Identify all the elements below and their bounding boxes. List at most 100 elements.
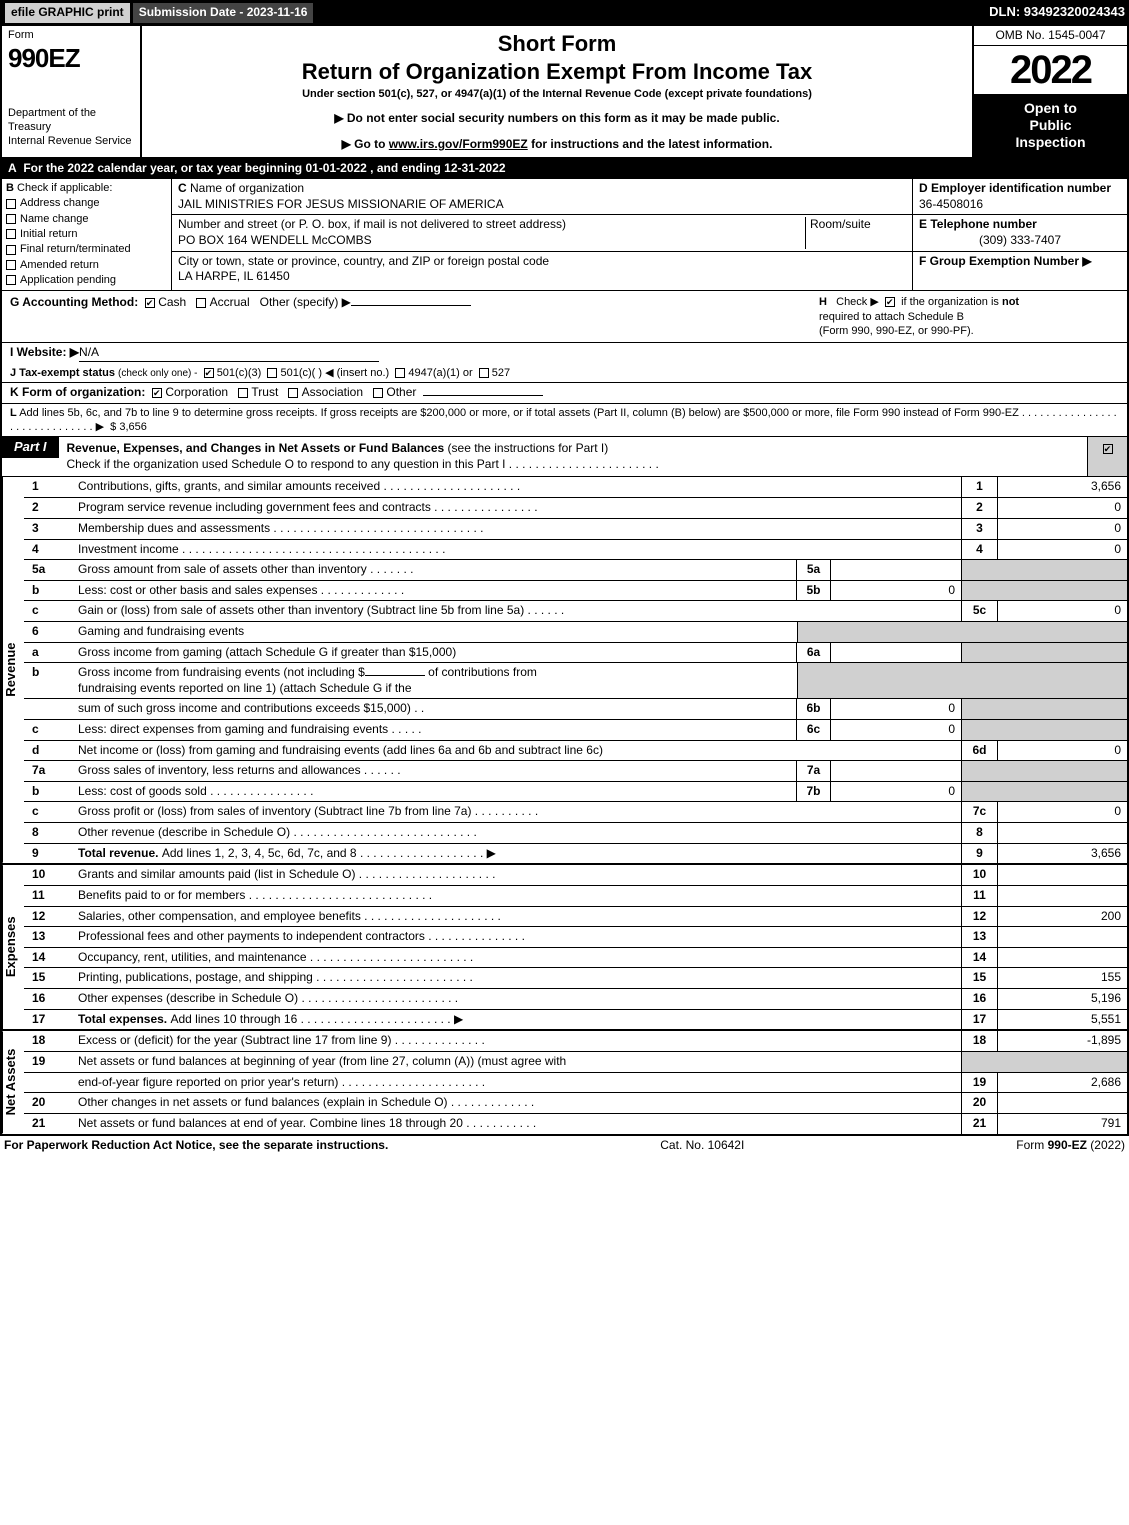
row-a-calendar-year: A For the 2022 calendar year, or tax yea… xyxy=(0,159,1129,180)
website-value: N/A xyxy=(79,345,379,362)
line-12-value: 200 xyxy=(997,907,1127,927)
part1-badge: Part I xyxy=(2,437,59,458)
checkbox-corporation[interactable] xyxy=(152,388,162,398)
org-name: JAIL MINISTRIES FOR JESUS MISSIONARIE OF… xyxy=(178,197,504,211)
omb-number: OMB No. 1545-0047 xyxy=(974,26,1127,47)
col-d-identifiers: D Employer identification number 36-4508… xyxy=(912,179,1127,290)
irs-link[interactable]: www.irs.gov/Form990EZ xyxy=(389,137,528,151)
return-title: Return of Organization Exempt From Incom… xyxy=(162,58,952,87)
line-6b-contributions-input[interactable] xyxy=(365,675,425,676)
form-number: 990EZ xyxy=(8,42,134,76)
gross-receipts-row: L Add lines 5b, 6c, and 7b to line 9 to … xyxy=(0,404,1129,438)
revenue-sidebar: Revenue xyxy=(2,477,24,863)
col-b-check-applicable: B Check if applicable: Address change Na… xyxy=(2,179,172,290)
line-13-value xyxy=(997,927,1127,947)
line-5a-value xyxy=(831,560,961,580)
top-bar-buttons: efile GRAPHIC print Submission Date - 20… xyxy=(4,2,314,24)
accounting-other-input[interactable] xyxy=(351,305,471,306)
form-of-org-row: K Form of organization: Corporation Trus… xyxy=(0,383,1129,404)
street-row: Number and street (or P. O. box, if mail… xyxy=(172,215,912,251)
line-7c-value: 0 xyxy=(997,802,1127,822)
net-assets-block: Net Assets 18Excess or (deficit) for the… xyxy=(2,1029,1127,1133)
line-9-value: 3,656 xyxy=(997,844,1127,864)
line-14-value xyxy=(997,948,1127,968)
checkbox-name-change[interactable] xyxy=(6,214,16,224)
revenue-block: Revenue 1Contributions, gifts, grants, a… xyxy=(2,477,1127,863)
ein-row: D Employer identification number 36-4508… xyxy=(913,179,1127,215)
checkbox-address-change[interactable] xyxy=(6,199,16,209)
short-form-title: Short Form xyxy=(162,30,952,59)
gross-receipts-amount: $ 3,656 xyxy=(110,421,147,433)
checkbox-501c3[interactable] xyxy=(204,368,214,378)
expenses-sidebar: Expenses xyxy=(2,865,24,1029)
line-5b-value: 0 xyxy=(831,581,961,601)
phone-value: (309) 333-7407 xyxy=(979,233,1061,247)
inspection-badge: Open to Public Inspection xyxy=(974,94,1127,156)
line-6b-value: 0 xyxy=(831,699,961,719)
line-7a-value xyxy=(831,761,961,781)
checkbox-schedule-o-part1[interactable] xyxy=(1103,444,1113,454)
line-3-value: 0 xyxy=(997,519,1127,539)
line-21-value: 791 xyxy=(997,1114,1127,1134)
other-org-input[interactable] xyxy=(423,395,543,396)
checkbox-trust[interactable] xyxy=(238,388,248,398)
checkbox-association[interactable] xyxy=(288,388,298,398)
checkbox-final-return[interactable] xyxy=(6,245,16,255)
g-h-row: G Accounting Method: Cash Accrual Other … xyxy=(0,291,1129,342)
checkbox-cash[interactable] xyxy=(145,298,155,308)
tax-year: 2022 xyxy=(974,46,1127,94)
checkbox-amended-return[interactable] xyxy=(6,260,16,270)
line-19-value: 2,686 xyxy=(997,1073,1127,1093)
dln-label: DLN: 93492320024343 xyxy=(989,4,1125,21)
line-7b-value: 0 xyxy=(831,782,961,802)
checkbox-4947[interactable] xyxy=(395,368,405,378)
expenses-block: Expenses 10Grants and similar amounts pa… xyxy=(2,863,1127,1029)
checkbox-application-pending[interactable] xyxy=(6,275,16,285)
city-state-zip: LA HARPE, IL 61450 xyxy=(178,269,290,283)
group-exemption-row: F Group Exemption Number ▶ xyxy=(913,252,1127,272)
under-section-note: Under section 501(c), 527, or 4947(a)(1)… xyxy=(162,87,952,101)
header-left: Form 990EZ Department of the Treasury In… xyxy=(2,26,142,157)
schedule-b-check: H Check ▶ if the organization is not req… xyxy=(819,295,1119,338)
header-center: Short Form Return of Organization Exempt… xyxy=(142,26,972,157)
no-ssn-note: ▶ Do not enter social security numbers o… xyxy=(162,111,952,127)
checkbox-other-org[interactable] xyxy=(373,388,383,398)
line-4-value: 0 xyxy=(997,540,1127,560)
line-5c-value: 0 xyxy=(997,601,1127,621)
part1-header: Part I Revenue, Expenses, and Changes in… xyxy=(0,437,1129,477)
checkbox-schedule-b-not-required[interactable] xyxy=(885,297,895,307)
submission-date-button[interactable]: Submission Date - 2023-11-16 xyxy=(132,2,315,24)
net-assets-sidebar: Net Assets xyxy=(2,1031,24,1133)
ein-value: 36-4508016 xyxy=(919,197,983,211)
efile-button[interactable]: efile GRAPHIC print xyxy=(4,2,131,24)
accounting-method: G Accounting Method: Cash Accrual Other … xyxy=(10,295,779,338)
website-row: I Website: ▶N/A xyxy=(0,342,1129,364)
line-2-value: 0 xyxy=(997,498,1127,518)
line-15-value: 155 xyxy=(997,968,1127,988)
line-6d-value: 0 xyxy=(997,741,1127,761)
checkbox-501c[interactable] xyxy=(267,368,277,378)
line-20-value xyxy=(997,1093,1127,1113)
line-6a-value xyxy=(831,643,961,663)
checkbox-accrual[interactable] xyxy=(196,298,206,308)
line-8-value xyxy=(997,823,1127,843)
line-17-value: 5,551 xyxy=(997,1010,1127,1030)
form-header: Form 990EZ Department of the Treasury In… xyxy=(0,26,1129,159)
checkbox-initial-return[interactable] xyxy=(6,229,16,239)
info-block: B Check if applicable: Address change Na… xyxy=(0,179,1129,291)
goto-note: ▶ Go to www.irs.gov/Form990EZ for instru… xyxy=(162,137,952,153)
checkbox-527[interactable] xyxy=(479,368,489,378)
catalog-number: Cat. No. 10642I xyxy=(660,1138,744,1154)
street-address: PO BOX 164 WENDELL McCOMBS xyxy=(178,233,372,247)
line-11-value xyxy=(997,886,1127,906)
line-18-value: -1,895 xyxy=(997,1031,1127,1051)
line-10-value xyxy=(997,865,1127,885)
top-bar: efile GRAPHIC print Submission Date - 20… xyxy=(0,0,1129,26)
header-right: OMB No. 1545-0047 2022 Open to Public In… xyxy=(972,26,1127,157)
tax-exempt-row: J Tax-exempt status (check only one) - 5… xyxy=(0,364,1129,383)
phone-row: E Telephone number (309) 333-7407 xyxy=(913,215,1127,251)
line-6c-value: 0 xyxy=(831,720,961,740)
line-1-value: 3,656 xyxy=(997,477,1127,497)
line-16-value: 5,196 xyxy=(997,989,1127,1009)
city-row: City or town, state or province, country… xyxy=(172,252,912,287)
